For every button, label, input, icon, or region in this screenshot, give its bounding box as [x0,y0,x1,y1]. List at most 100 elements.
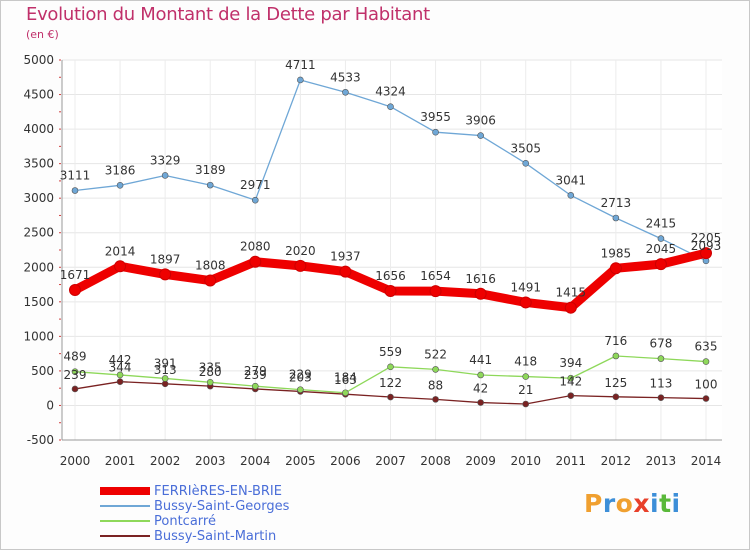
data-label: 3505 [510,141,541,155]
data-point [204,274,217,287]
data-point [522,400,530,408]
data-point [159,268,172,281]
data-point [654,258,667,271]
data-point [612,393,620,401]
data-point [116,378,124,385]
data-point [297,386,304,393]
data-label: 2971 [240,178,271,192]
data-label: 125 [604,376,627,390]
data-point [116,182,124,189]
brand-letter: P [584,489,603,518]
legend-swatch [100,520,150,522]
data-point [342,88,349,96]
data-point [519,296,532,309]
data-label: 489 [64,350,87,364]
x-tick-label: 2000 [60,454,91,468]
data-label: 442 [109,353,132,367]
data-label: 2014 [105,244,136,258]
data-point [251,382,259,390]
data-label: 3186 [105,163,136,177]
data-label: 716 [604,334,627,348]
y-tick-label: 3500 [23,157,54,171]
data-point [702,395,710,402]
data-label: 2045 [646,242,677,256]
data-point [567,374,575,382]
data-label: 113 [649,377,672,391]
data-point [387,103,394,111]
legend-swatch [100,487,150,495]
brand-letter: i [650,489,660,518]
data-label: 3041 [556,173,587,187]
x-tick-label: 2011 [556,454,587,468]
data-point [429,285,442,298]
data-point [206,379,214,386]
data-point [702,358,710,365]
x-tick-label: 2008 [420,454,451,468]
brand-letter: t [659,489,672,518]
data-point [474,287,487,300]
data-label: 1415 [556,286,587,300]
x-tick-label: 2003 [195,454,226,468]
data-label: 3111 [60,169,91,183]
data-point [567,392,575,399]
data-label: 1985 [601,246,632,260]
legend-label: Pontcarré [154,514,216,529]
data-label: 635 [695,340,718,354]
data-label: 3189 [195,163,226,177]
data-label: 3906 [465,114,496,128]
data-point [114,260,127,273]
data-label: 142 [559,375,582,389]
x-tick-label: 2005 [285,454,316,468]
data-label: 2205 [691,231,722,245]
data-label: 4711 [285,58,316,72]
data-label: 279 [244,364,267,378]
data-point [612,214,620,222]
data-label: 344 [109,361,132,375]
data-label: 2415 [646,217,677,231]
y-tick-label: -500 [27,433,54,447]
brand-letter: r [602,489,616,518]
line-chart: -500 0 500 1000 1500 2000 2500 3000 3500 4000 4500… [23,53,722,468]
brand-letter: o [615,489,634,518]
data-point [294,259,307,272]
data-point [161,172,169,179]
y-tick-label: 1000 [23,329,54,343]
y-tick-label: 500 [31,364,54,378]
data-label: 4324 [375,85,406,99]
x-tick-label: 2001 [105,454,136,468]
x-tick-label: 2012 [601,454,632,468]
data-label: 184 [334,371,357,385]
data-point [71,385,79,393]
data-point [297,76,304,84]
data-label: 391 [154,356,177,370]
data-label: 1491 [510,280,541,294]
data-label: 1808 [195,259,226,273]
legend-swatch [100,535,150,537]
data-point [71,187,79,194]
data-label: 239 [244,368,267,382]
chart-unit-label: (en €) [26,28,59,41]
data-point [249,255,262,268]
data-point [387,393,394,401]
x-tick-label: 2004 [240,454,271,468]
data-label: 88 [428,378,443,392]
data-point [657,355,665,362]
data-label: 2080 [240,240,271,254]
data-point [339,265,352,278]
data-label: 1654 [420,269,451,283]
data-point [432,366,439,373]
data-point [477,399,484,406]
data-point [522,159,530,167]
chart-title: Evolution du Montant de la Dette par Hab… [26,4,430,25]
data-point [251,196,259,204]
legend-label: Bussy-Saint-Georges [154,499,290,514]
brand-logo: Proxiti [584,489,681,518]
data-point [612,352,620,360]
brand-letter: i [671,489,681,518]
data-label: 2713 [601,196,632,210]
legend-item: Bussy-Saint-Georges [100,499,350,514]
y-tick-label: 2000 [23,260,54,274]
data-label: 522 [424,347,447,361]
data-point [206,181,214,189]
data-point [116,371,124,379]
